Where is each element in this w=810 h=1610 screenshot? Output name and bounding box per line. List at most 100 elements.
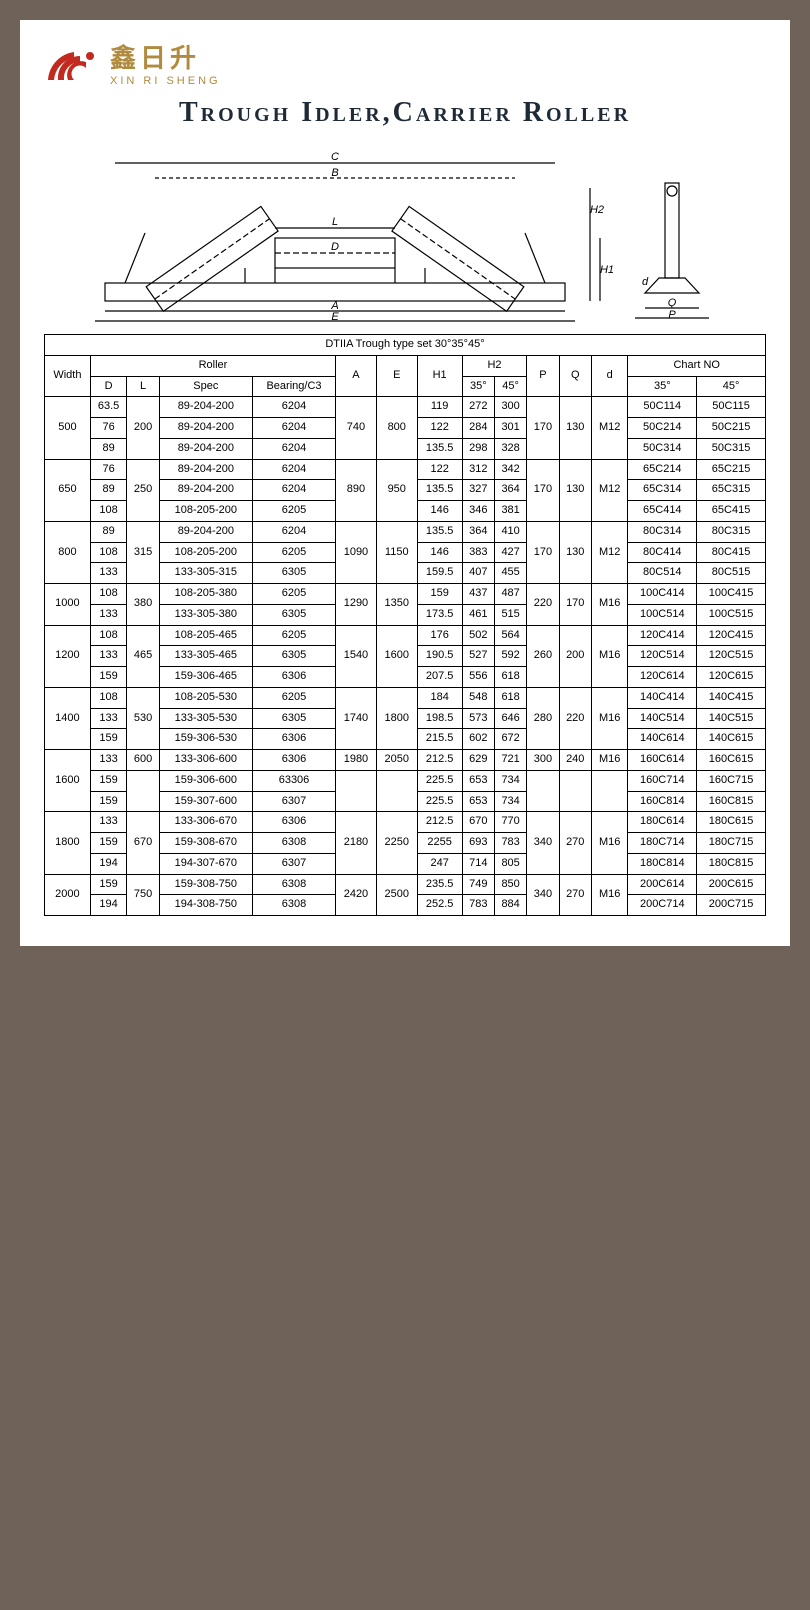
table-cell: 89-204-200 xyxy=(159,418,252,439)
table-cell: 133-305-530 xyxy=(159,708,252,729)
table-cell: 108-205-380 xyxy=(159,584,252,605)
table-cell: 500 xyxy=(45,397,91,459)
table-cell: 198.5 xyxy=(417,708,462,729)
table-cell: 108 xyxy=(90,584,127,605)
table-cell: 734 xyxy=(494,791,526,812)
table-cell: 89 xyxy=(90,521,127,542)
table-cell: 133-306-600 xyxy=(159,750,252,771)
table-cell: 783 xyxy=(494,833,526,854)
brand-header: 鑫日升 XIN RI SHENG xyxy=(44,38,766,87)
table-cell: 140C414 xyxy=(628,687,697,708)
table-cell: 6205 xyxy=(252,542,335,563)
col-c45: 45° xyxy=(697,376,766,397)
table-cell: 200C714 xyxy=(628,895,697,916)
table-row: 159159-306-60063306225.5653734160C714160… xyxy=(45,770,766,791)
table-cell: 600 xyxy=(127,750,159,771)
technical-diagram: C B L D H1 H2 A E Q P d xyxy=(44,143,766,323)
table-cell: 6205 xyxy=(252,501,335,522)
table-cell: 6306 xyxy=(252,667,335,688)
table-cell: 200 xyxy=(559,625,591,687)
table-cell: 50C215 xyxy=(697,418,766,439)
table-cell: 89-204-200 xyxy=(159,459,252,480)
table-cell: 225.5 xyxy=(417,770,462,791)
table-cell: 170 xyxy=(527,397,559,459)
table-cell: 6306 xyxy=(252,750,335,771)
table-cell: 247 xyxy=(417,853,462,874)
table-cell: 108-205-465 xyxy=(159,625,252,646)
table-cell: 100C515 xyxy=(697,604,766,625)
table-cell: M12 xyxy=(591,459,628,521)
table-cell: 63306 xyxy=(252,770,335,791)
brand-en: XIN RI SHENG xyxy=(110,75,221,87)
table-cell: 159.5 xyxy=(417,563,462,584)
svg-text:C: C xyxy=(331,151,339,163)
table-cell: 272 xyxy=(462,397,494,418)
table-cell: 646 xyxy=(494,708,526,729)
table-cell: 327 xyxy=(462,480,494,501)
table-cell: 298 xyxy=(462,438,494,459)
table-cell: 2255 xyxy=(417,833,462,854)
table-cell: 140C515 xyxy=(697,708,766,729)
table-cell: 592 xyxy=(494,646,526,667)
table-cell: 487 xyxy=(494,584,526,605)
table-cell: 160C714 xyxy=(628,770,697,791)
table-cell: 159 xyxy=(90,667,127,688)
table-cell: 133 xyxy=(90,563,127,584)
table-cell: 212.5 xyxy=(417,750,462,771)
table-cell: 670 xyxy=(127,812,159,874)
table-cell: 315 xyxy=(127,521,159,583)
table-cell: 672 xyxy=(494,729,526,750)
table-cell: M16 xyxy=(591,874,628,916)
table-cell: 1980 xyxy=(336,750,377,771)
table-cell: 180C714 xyxy=(628,833,697,854)
brand-cn: 鑫日升 xyxy=(110,38,221,75)
table-cell: 159 xyxy=(90,833,127,854)
table-cell: 194 xyxy=(90,853,127,874)
table-cell: 383 xyxy=(462,542,494,563)
table-cell: 340 xyxy=(527,874,559,916)
table-cell: 89-204-200 xyxy=(159,521,252,542)
table-cell: 133 xyxy=(90,604,127,625)
table-cell xyxy=(559,770,591,812)
svg-text:B: B xyxy=(331,167,338,179)
table-cell: 2420 xyxy=(336,874,377,916)
svg-text:E: E xyxy=(331,311,339,323)
col-width: Width xyxy=(45,355,91,397)
table-cell: 1090 xyxy=(336,521,377,583)
table-cell: 159-307-600 xyxy=(159,791,252,812)
table-cell: 180C814 xyxy=(628,853,697,874)
table-cell: 133-305-465 xyxy=(159,646,252,667)
table-cell: 180C715 xyxy=(697,833,766,854)
col-d: d xyxy=(591,355,628,397)
page: 鑫日升 XIN RI SHENG Trough Idler,Carrier Ro… xyxy=(20,20,790,946)
table-cell: 280 xyxy=(527,687,559,749)
table-cell: 650 xyxy=(45,459,91,521)
table-cell: 2180 xyxy=(336,812,377,874)
col-Q: Q xyxy=(559,355,591,397)
table-cell: 6308 xyxy=(252,833,335,854)
table-cell: 346 xyxy=(462,501,494,522)
table-cell: 6205 xyxy=(252,584,335,605)
svg-text:D: D xyxy=(331,241,339,253)
table-cell: 146 xyxy=(417,542,462,563)
table-cell: 159 xyxy=(417,584,462,605)
table-cell: 734 xyxy=(494,770,526,791)
table-cell: 184 xyxy=(417,687,462,708)
table-cell: 629 xyxy=(462,750,494,771)
table-cell: 850 xyxy=(494,874,526,895)
table-cell: 950 xyxy=(376,459,417,521)
col-H1: H1 xyxy=(417,355,462,397)
table-cell: M16 xyxy=(591,584,628,626)
table-cell: 6308 xyxy=(252,895,335,916)
table-cell xyxy=(591,770,628,812)
table-cell: 120C614 xyxy=(628,667,697,688)
brand-text: 鑫日升 XIN RI SHENG xyxy=(110,38,221,87)
table-cell: 159-306-600 xyxy=(159,770,252,791)
table-cell: 805 xyxy=(494,853,526,874)
table-cell: 194-307-670 xyxy=(159,853,252,874)
table-cell: 190.5 xyxy=(417,646,462,667)
table-cell: M16 xyxy=(591,625,628,687)
table-cell: 721 xyxy=(494,750,526,771)
table-cell: 50C315 xyxy=(697,438,766,459)
table-cell: 270 xyxy=(559,874,591,916)
